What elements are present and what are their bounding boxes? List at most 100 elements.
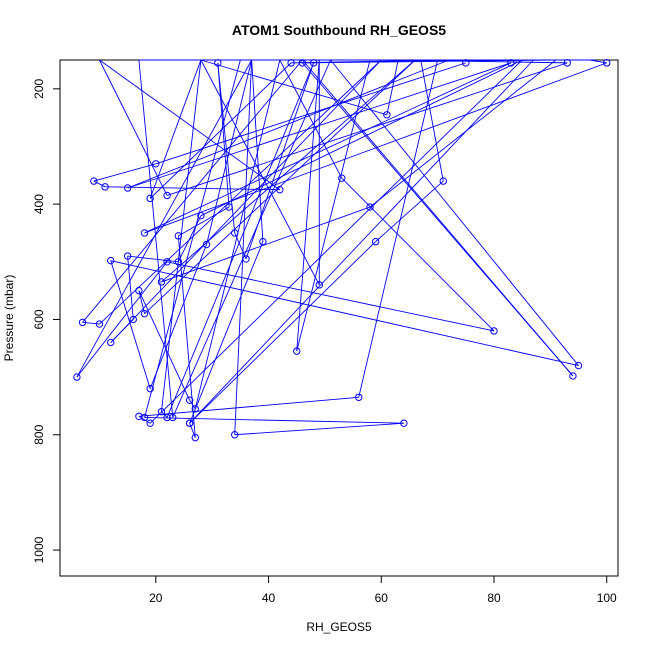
data-point xyxy=(78,318,87,327)
data-point xyxy=(146,419,154,427)
series-segment xyxy=(234,232,247,260)
series-segment xyxy=(138,415,151,424)
data-point xyxy=(371,237,380,246)
x-tick-label: 40 xyxy=(262,591,276,605)
data-point xyxy=(225,203,233,211)
series-segment xyxy=(138,396,359,417)
data-point xyxy=(383,111,391,119)
data-point xyxy=(169,413,177,422)
x-tick-label: 80 xyxy=(487,591,501,605)
series-segment xyxy=(110,260,151,389)
series-segment xyxy=(161,411,168,418)
series-segment xyxy=(127,255,134,320)
data-point xyxy=(197,211,205,220)
plot-frame xyxy=(59,59,619,577)
data-point xyxy=(298,59,307,67)
series-segment xyxy=(177,215,202,262)
data-point xyxy=(157,278,166,286)
chart-title: ATOM1 Southbound RH_GEOS5 xyxy=(232,22,446,38)
y-tick-label: 400 xyxy=(32,194,46,214)
data-point xyxy=(338,174,346,182)
series-segment xyxy=(341,177,495,332)
series-segment xyxy=(302,62,574,377)
series-segment xyxy=(138,59,174,418)
series-segment xyxy=(161,206,371,283)
series-segment xyxy=(178,206,230,237)
series-segment xyxy=(279,59,343,179)
data-point xyxy=(569,372,577,380)
series-segment xyxy=(177,235,196,438)
data-point xyxy=(276,186,284,194)
data-point xyxy=(574,361,583,370)
data-point xyxy=(107,338,115,347)
data-point xyxy=(101,183,109,191)
data-point xyxy=(107,256,115,265)
data-point xyxy=(490,327,498,335)
x-tick-label: 20 xyxy=(149,591,163,605)
data-point xyxy=(355,393,363,401)
series-segment xyxy=(189,59,534,424)
data-point xyxy=(73,373,81,381)
data-point xyxy=(95,320,104,328)
series-segment xyxy=(217,62,236,234)
series-segment xyxy=(302,59,557,64)
data-point xyxy=(400,419,408,427)
series-segment xyxy=(76,261,168,378)
series-segment xyxy=(189,241,264,424)
y-axis-label: Pressure (mbar) xyxy=(2,275,16,362)
y-tick-label: 800 xyxy=(32,424,46,444)
series-segment xyxy=(144,59,241,418)
data-point xyxy=(287,59,295,67)
data-point xyxy=(157,407,166,416)
data-point xyxy=(129,315,137,324)
data-point xyxy=(191,405,199,413)
series-segment xyxy=(166,62,315,418)
series-segment xyxy=(99,59,382,325)
data-point xyxy=(174,232,183,240)
series-segment xyxy=(138,290,145,314)
series-segment xyxy=(296,59,371,352)
series-segment xyxy=(200,59,523,217)
data-point xyxy=(309,59,318,67)
data-point xyxy=(202,240,211,249)
series-segment xyxy=(234,59,253,435)
data-point xyxy=(603,59,611,67)
data-point xyxy=(259,237,267,246)
series-segment xyxy=(149,59,523,424)
series-segment xyxy=(172,59,331,418)
series-segment xyxy=(200,59,320,286)
series-segment xyxy=(251,59,264,242)
data-point xyxy=(214,59,222,67)
y-tick-label: 1000 xyxy=(32,536,46,563)
x-tick-label: 100 xyxy=(597,591,617,605)
series-segment xyxy=(217,62,230,208)
data-point xyxy=(366,203,374,211)
data-point xyxy=(135,286,143,295)
series-segment xyxy=(189,241,376,424)
data-point xyxy=(563,59,571,67)
series-segment xyxy=(161,59,416,283)
data-point xyxy=(439,177,447,185)
data-point xyxy=(90,177,98,185)
data-point xyxy=(163,413,171,422)
x-tick-label: 60 xyxy=(375,591,389,605)
series-segment xyxy=(93,163,156,182)
series-segment xyxy=(206,59,253,245)
series-points xyxy=(73,59,611,442)
series-segment xyxy=(149,62,292,199)
data-point xyxy=(191,433,199,442)
y-tick-label: 200 xyxy=(32,78,46,98)
data-point xyxy=(163,191,171,200)
series-segment xyxy=(369,59,557,208)
data-point xyxy=(123,252,132,260)
series-segment xyxy=(99,59,168,196)
data-point xyxy=(123,184,132,192)
series-segment xyxy=(93,180,106,188)
series-segment xyxy=(144,417,404,424)
data-point xyxy=(231,229,239,237)
series-segment xyxy=(296,59,320,352)
data-point xyxy=(231,431,239,439)
series-segment xyxy=(166,261,495,332)
data-point xyxy=(140,413,149,422)
